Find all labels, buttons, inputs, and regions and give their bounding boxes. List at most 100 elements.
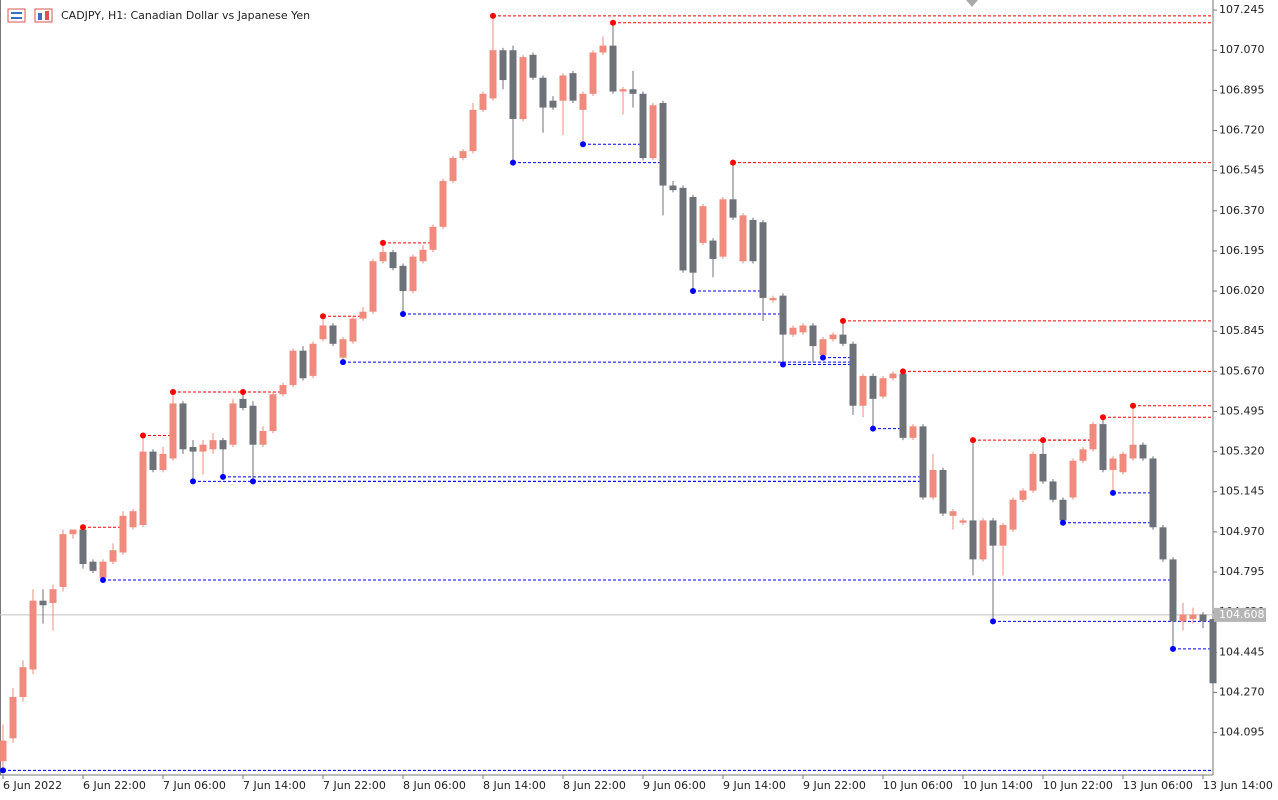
x-tick-label: 13 Jun 06:00 — [1123, 779, 1193, 792]
y-tick-label: 106.195 — [1219, 244, 1265, 257]
candle-body — [389, 252, 397, 269]
candle-body — [799, 325, 807, 333]
x-tick-label: 9 Jun 06:00 — [643, 779, 706, 792]
candle-body — [909, 426, 917, 438]
candle-body — [999, 525, 1007, 546]
candle-body — [819, 339, 827, 356]
candle-body — [179, 403, 187, 450]
candle-body — [1189, 614, 1197, 620]
candle-body — [899, 373, 907, 438]
candle-body — [1019, 490, 1027, 500]
candle-body — [19, 667, 27, 698]
candle-body — [459, 151, 467, 159]
candle-body — [119, 515, 127, 553]
candle-body — [829, 334, 837, 340]
up-fractal — [320, 313, 326, 320]
shift-marker — [966, 0, 978, 7]
candle-body — [109, 550, 117, 562]
candle-body — [1029, 453, 1037, 491]
candle-body — [399, 265, 407, 292]
candle-body — [249, 405, 257, 445]
candle-body — [969, 520, 977, 560]
candle-body — [369, 261, 377, 312]
y-tick-label: 105.845 — [1219, 324, 1265, 337]
candle-body — [329, 325, 337, 344]
candle-body — [229, 403, 237, 445]
x-tick-label: 13 Jun 14:00 — [1203, 779, 1273, 792]
candle-body — [739, 215, 747, 262]
candle-body — [359, 311, 367, 319]
candle-body — [299, 350, 307, 379]
candle-body — [849, 343, 857, 406]
candle-body — [599, 45, 607, 53]
candle-body — [569, 73, 577, 101]
down-fractal — [0, 767, 6, 774]
down-fractal — [870, 425, 876, 432]
y-tick-label: 105.145 — [1219, 485, 1265, 498]
icon — [34, 8, 53, 23]
icon-bar — [38, 13, 42, 20]
candle-body — [99, 561, 107, 578]
candle-body — [709, 240, 717, 259]
candle-body — [139, 451, 147, 525]
down-fractal — [690, 288, 696, 295]
candle-body — [1119, 453, 1127, 473]
y-tick-label: 107.245 — [1219, 3, 1265, 16]
candle-body — [469, 109, 477, 152]
candle-body — [889, 373, 897, 379]
up-fractal — [970, 437, 976, 444]
candle-body — [149, 451, 157, 470]
x-tick-label: 10 Jun 14:00 — [963, 779, 1033, 792]
candle-body — [1169, 559, 1177, 622]
x-tick-label: 10 Jun 22:00 — [1043, 779, 1113, 792]
candle-body — [269, 394, 277, 431]
candle-body — [729, 199, 737, 218]
candle-body — [1069, 460, 1077, 498]
icon-bar — [45, 11, 49, 20]
candle-body — [779, 295, 787, 335]
candle-body — [789, 327, 797, 335]
down-fractal — [190, 478, 196, 485]
candle-body — [1059, 499, 1067, 521]
x-tick-label: 8 Jun 22:00 — [563, 779, 626, 792]
candle-body — [919, 426, 927, 498]
candle-body — [639, 93, 647, 159]
up-fractal — [1130, 402, 1136, 409]
y-tick-label: 106.370 — [1219, 204, 1265, 217]
candle-body — [959, 520, 967, 523]
last-price-box — [1214, 607, 1266, 622]
y-tick-label: 105.320 — [1219, 445, 1265, 458]
candle-body — [929, 469, 937, 498]
down-fractal — [220, 473, 226, 480]
candle-body — [1009, 499, 1017, 530]
x-tick-label: 7 Jun 22:00 — [323, 779, 386, 792]
candle-body — [279, 385, 287, 395]
candle-body — [1109, 458, 1117, 470]
candle-body — [339, 339, 347, 358]
candle-body — [79, 529, 87, 564]
down-fractal — [400, 310, 406, 317]
up-fractal — [610, 19, 616, 26]
x-tick-label: 9 Jun 22:00 — [803, 779, 866, 792]
candle-body — [579, 93, 587, 110]
symbol-icons — [7, 8, 53, 23]
candle-body — [869, 375, 877, 399]
candle-body — [949, 511, 957, 516]
candle-body — [679, 187, 687, 271]
down-fractal — [100, 577, 106, 584]
down-fractal — [580, 141, 586, 148]
candle-body — [649, 105, 657, 159]
x-tick-label: 7 Jun 14:00 — [243, 779, 306, 792]
down-fractal — [780, 361, 786, 368]
candle-body — [939, 469, 947, 514]
y-tick-label: 104.270 — [1219, 685, 1265, 698]
candle-body — [189, 447, 197, 452]
down-fractal — [990, 618, 996, 625]
y-tick-label: 104.445 — [1219, 645, 1265, 658]
candle-body — [1129, 444, 1137, 459]
candle-body — [839, 334, 847, 344]
candle-body — [1099, 424, 1107, 470]
candle-body — [619, 89, 627, 92]
candle-body — [209, 440, 217, 450]
down-fractal — [340, 359, 346, 366]
